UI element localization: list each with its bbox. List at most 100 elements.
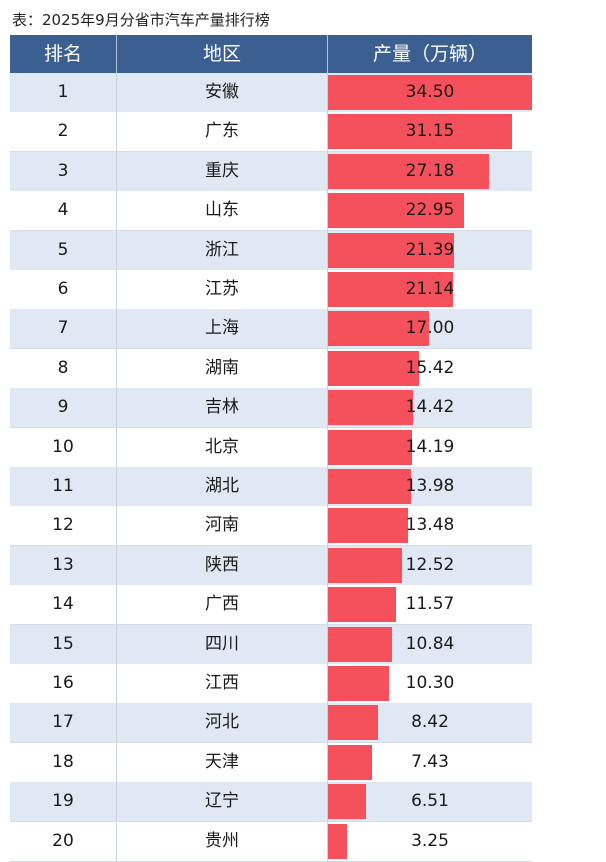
header-region: 地区 <box>117 35 328 73</box>
table-row: 10 北京 14.19 <box>10 427 532 468</box>
output-bar <box>328 390 414 426</box>
table-row: 5 浙江 21.39 <box>10 230 532 271</box>
output-bar <box>328 823 348 859</box>
output-value: 22.95 <box>405 200 455 221</box>
rank-cell: 6 <box>10 270 117 309</box>
table-row: 6 江苏 21.14 <box>10 270 532 310</box>
table-row: 15 四川 10.84 <box>10 624 532 665</box>
output-value: 21.14 <box>405 279 455 299</box>
rank-cell: 8 <box>10 348 117 388</box>
output-value: 6.51 <box>411 791 449 812</box>
output-bar <box>328 193 464 229</box>
table-header: 排名 地区 产量（万辆） <box>10 35 532 73</box>
output-value: 13.48 <box>405 515 455 536</box>
output-bar <box>328 311 429 347</box>
rank-cell: 18 <box>10 742 117 782</box>
rank-cell: 3 <box>10 151 117 191</box>
output-value: 3.25 <box>411 830 449 851</box>
rank-cell: 1 <box>10 73 117 112</box>
output-value: 8.42 <box>411 712 449 733</box>
rank-cell: 15 <box>10 624 117 664</box>
rank-cell: 5 <box>10 230 117 270</box>
rank-cell: 17 <box>10 703 117 743</box>
region-cell: 天津 <box>117 742 328 782</box>
output-value: 10.30 <box>405 673 455 693</box>
rank-cell: 11 <box>10 467 117 506</box>
region-cell: 四川 <box>117 624 328 664</box>
output-bar <box>328 350 420 386</box>
output-value: 34.50 <box>405 82 455 102</box>
rank-cell: 16 <box>10 664 117 703</box>
output-bar <box>328 744 372 780</box>
rank-cell: 19 <box>10 782 117 822</box>
output-bar <box>328 508 408 544</box>
output-bar <box>328 784 367 820</box>
region-cell: 江西 <box>117 664 328 703</box>
rank-cell: 9 <box>10 388 117 428</box>
rank-cell: 7 <box>10 309 117 349</box>
region-cell: 重庆 <box>117 151 328 191</box>
region-cell: 山东 <box>117 191 328 231</box>
output-value: 14.42 <box>405 397 455 418</box>
output-value: 11.57 <box>405 594 455 615</box>
rank-cell: 10 <box>10 427 117 467</box>
table-row: 4 山东 22.95 <box>10 191 532 232</box>
table-row: 8 湖南 15.42 <box>10 348 532 389</box>
header-output: 产量（万辆） <box>372 43 487 65</box>
output-bar <box>328 429 412 465</box>
region-cell: 陕西 <box>117 545 328 585</box>
table-row: 3 重庆 27.18 <box>10 151 532 192</box>
output-value: 13.98 <box>405 476 455 496</box>
region-cell: 广西 <box>117 585 328 625</box>
table-row: 11 湖北 13.98 <box>10 467 532 507</box>
region-cell: 吉林 <box>117 388 328 428</box>
table-row: 17 河北 8.42 <box>10 703 532 744</box>
region-cell: 北京 <box>117 427 328 467</box>
output-value: 7.43 <box>411 751 449 772</box>
table-row: 2 广东 31.15 <box>10 112 532 153</box>
output-bar <box>328 626 393 662</box>
rank-cell: 4 <box>10 191 117 231</box>
output-bar <box>328 587 397 623</box>
region-cell: 湖南 <box>117 348 328 388</box>
region-cell: 河南 <box>117 506 328 546</box>
table-caption: 表：2025年9月分省市汽车产量排行榜 <box>12 11 270 29</box>
table-row: 14 广西 11.57 <box>10 585 532 626</box>
region-cell: 河北 <box>117 703 328 743</box>
region-cell: 江苏 <box>117 270 328 309</box>
region-cell: 浙江 <box>117 230 328 270</box>
table-row: 7 上海 17.00 <box>10 309 532 350</box>
region-cell: 辽宁 <box>117 782 328 822</box>
output-bar <box>328 547 403 583</box>
output-bar <box>328 666 389 701</box>
region-cell: 湖北 <box>117 467 328 506</box>
rank-cell: 13 <box>10 545 117 585</box>
header-rank: 排名 <box>10 35 117 73</box>
output-bar <box>328 114 513 150</box>
output-value: 12.52 <box>405 554 455 575</box>
table-row: 16 江西 10.30 <box>10 664 532 704</box>
rank-cell: 12 <box>10 506 117 546</box>
output-bar <box>328 75 532 110</box>
output-bar <box>328 153 489 189</box>
output-value: 17.00 <box>405 318 455 339</box>
output-bar <box>328 232 455 268</box>
output-value: 10.84 <box>405 633 455 654</box>
table-row: 13 陕西 12.52 <box>10 545 532 586</box>
output-value: 15.42 <box>405 357 455 378</box>
output-bar <box>328 705 378 741</box>
output-value: 14.19 <box>405 436 455 457</box>
rank-cell: 2 <box>10 112 117 152</box>
region-cell: 安徽 <box>117 73 328 112</box>
output-bar <box>328 469 411 504</box>
table-row: 1 安徽 34.50 <box>10 73 532 113</box>
region-cell: 上海 <box>117 309 328 349</box>
rank-cell: 14 <box>10 585 117 625</box>
table-row: 18 天津 7.43 <box>10 742 532 783</box>
output-value: 27.18 <box>405 160 455 181</box>
table-row: 9 吉林 14.42 <box>10 388 532 429</box>
table-row: 20 贵州 3.25 <box>10 821 532 862</box>
output-bar <box>328 272 453 307</box>
rank-cell: 20 <box>10 821 117 861</box>
table-row: 12 河南 13.48 <box>10 506 532 547</box>
